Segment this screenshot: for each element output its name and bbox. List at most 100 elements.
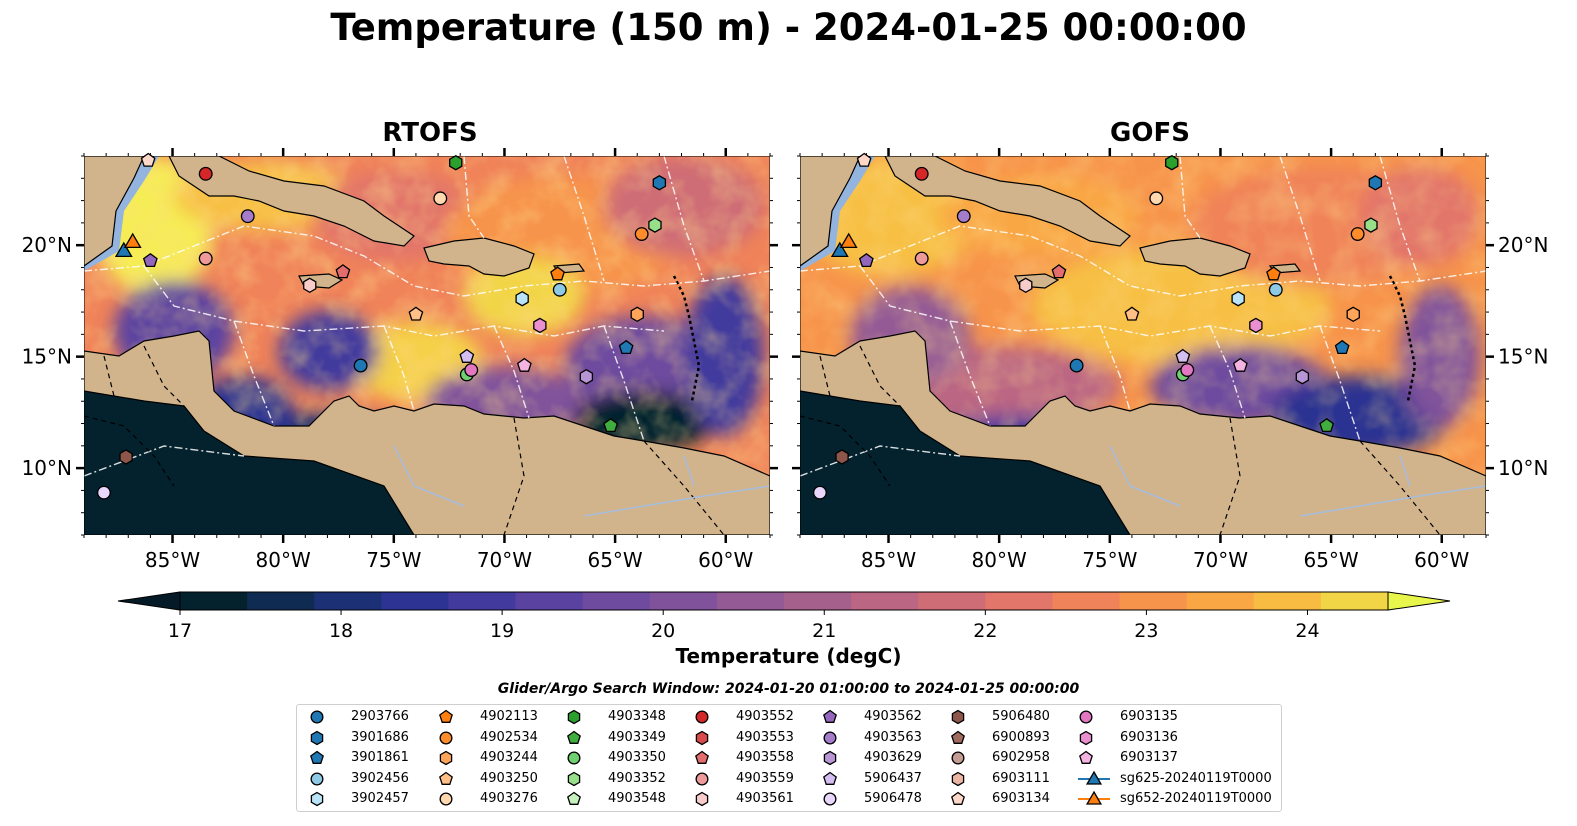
legend-symbol <box>695 710 709 724</box>
lat-tick-label: 15°N <box>22 345 72 369</box>
colorbar-bin <box>649 592 718 610</box>
float-marker-6903136 <box>1249 317 1263 334</box>
legend-symbol <box>951 709 965 725</box>
float-markers-rtofs <box>96 152 667 500</box>
glider-marker-sg625-20240119T0000 <box>830 241 849 258</box>
float-marker-3901861 <box>1334 339 1350 355</box>
legend-marker <box>567 792 581 806</box>
legend-label: 4903352 <box>608 770 666 786</box>
legend-label: 6903135 <box>1120 709 1178 724</box>
colorbar-extend-min <box>117 591 181 611</box>
legend-symbol <box>823 750 837 766</box>
hispaniola-land <box>423 237 535 277</box>
colorbar-bin <box>918 592 986 610</box>
legend-symbol <box>951 792 965 806</box>
legend-marker <box>439 771 453 785</box>
float-marker-4903349 <box>1319 417 1335 433</box>
colorbar-bin <box>1253 592 1322 610</box>
float-marker-5906480 <box>835 449 849 465</box>
float-marker-4903559 <box>914 251 929 266</box>
legend-label: 4903548 <box>608 791 666 807</box>
float-marker-3901686 <box>652 175 667 191</box>
float-marker-4902113 <box>550 266 565 281</box>
legend-symbol <box>567 792 581 806</box>
lon-tick-label: 60°W <box>698 548 753 572</box>
colorbar-bin <box>784 592 852 610</box>
legend-label: 2903766 <box>351 709 409 724</box>
legend-symbol <box>439 709 453 723</box>
legend-marker <box>310 730 324 745</box>
legend-symbol <box>1079 710 1093 724</box>
legend-marker <box>951 751 965 765</box>
float-marker-2903766 <box>1069 358 1084 373</box>
float-marker-4903276 <box>1149 191 1164 206</box>
legend-label: 3902457 <box>351 791 409 807</box>
colorbar-bin <box>314 592 382 610</box>
legend-marker <box>695 730 709 745</box>
float-marker-4903349 <box>603 417 619 433</box>
lat-tick-label: 10°N <box>22 456 72 480</box>
float-marker-4903250 <box>1124 306 1140 321</box>
legend-label: 4902113 <box>480 709 538 724</box>
country-borders <box>84 345 725 535</box>
legend-symbol <box>695 730 709 745</box>
colorbar-bin <box>1320 592 1389 610</box>
legend-label: 4903348 <box>608 709 666 724</box>
lat-tick-label: 10°N <box>1498 456 1548 480</box>
legend-marker <box>823 771 837 785</box>
legend-marker <box>1079 750 1093 765</box>
legend-label: 4903562 <box>864 709 922 724</box>
legend-label: 4903559 <box>736 770 794 786</box>
float-marker-3902457 <box>1231 290 1245 307</box>
legend-marker <box>439 731 453 745</box>
float-marker-4902534 <box>1350 227 1365 241</box>
map-panel-gofs: 85°W 80°W 75°W 70°W 65°W 60°W 10°N 15°N 20°N <box>792 148 1548 572</box>
legend-symbol <box>695 772 709 786</box>
lesser-antilles <box>672 275 701 402</box>
float-marker-6903135 <box>464 363 479 377</box>
legend-symbol <box>439 750 453 766</box>
legend-label: 4903250 <box>480 770 538 786</box>
legend-label: 6903136 <box>1120 729 1178 745</box>
colorbar-tick-label: 19 <box>490 620 514 642</box>
float-marker-4903552 <box>914 166 929 181</box>
yucatan-land <box>84 156 145 267</box>
float-marker-4903629 <box>1295 368 1310 385</box>
legend-label: 5906480 <box>992 709 1050 724</box>
colorbar-bin <box>1186 592 1255 610</box>
colorbar-bin <box>851 592 919 610</box>
pacific-ocean <box>800 391 1130 535</box>
legend-marker <box>823 709 837 723</box>
float-marker-4903561 <box>303 277 317 294</box>
colorbar-bin <box>180 592 248 610</box>
colorbar-bin <box>582 592 651 610</box>
lon-tick-label: 80°W <box>256 548 311 572</box>
legend-marker <box>695 750 709 765</box>
lon-tick-label: 70°W <box>1193 548 1248 572</box>
legend-marker <box>951 730 965 744</box>
float-marker-3901861 <box>618 339 634 355</box>
legend-symbol <box>823 709 837 723</box>
legend-marker <box>567 751 581 765</box>
float-marker-4903352 <box>1364 217 1378 233</box>
legend-symbol <box>695 792 709 807</box>
legend-symbol <box>310 730 324 745</box>
float-marker-5906480 <box>119 449 133 465</box>
legend-symbol <box>823 731 837 745</box>
legend-label: 3902456 <box>351 770 409 786</box>
legend-marker <box>567 730 581 744</box>
lesser-antilles <box>1388 275 1417 402</box>
pacific-ocean <box>84 391 414 535</box>
legend-marker <box>310 772 324 786</box>
legend-marker <box>951 709 965 725</box>
float-marker-6903134 <box>140 152 156 167</box>
float-marker-6903137 <box>516 357 532 372</box>
axis-ticks-rtofs: 85°W 80°W 75°W 70°W 65°W 60°W 10°N 15°N 20°N <box>22 148 778 572</box>
colorbar-bin <box>1119 592 1188 610</box>
lat-tick-label: 15°N <box>1498 345 1548 369</box>
eez-boundaries <box>84 156 770 477</box>
legend-label: 4903553 <box>736 729 794 745</box>
float-marker-4903352 <box>648 217 662 233</box>
rivers <box>393 445 770 517</box>
